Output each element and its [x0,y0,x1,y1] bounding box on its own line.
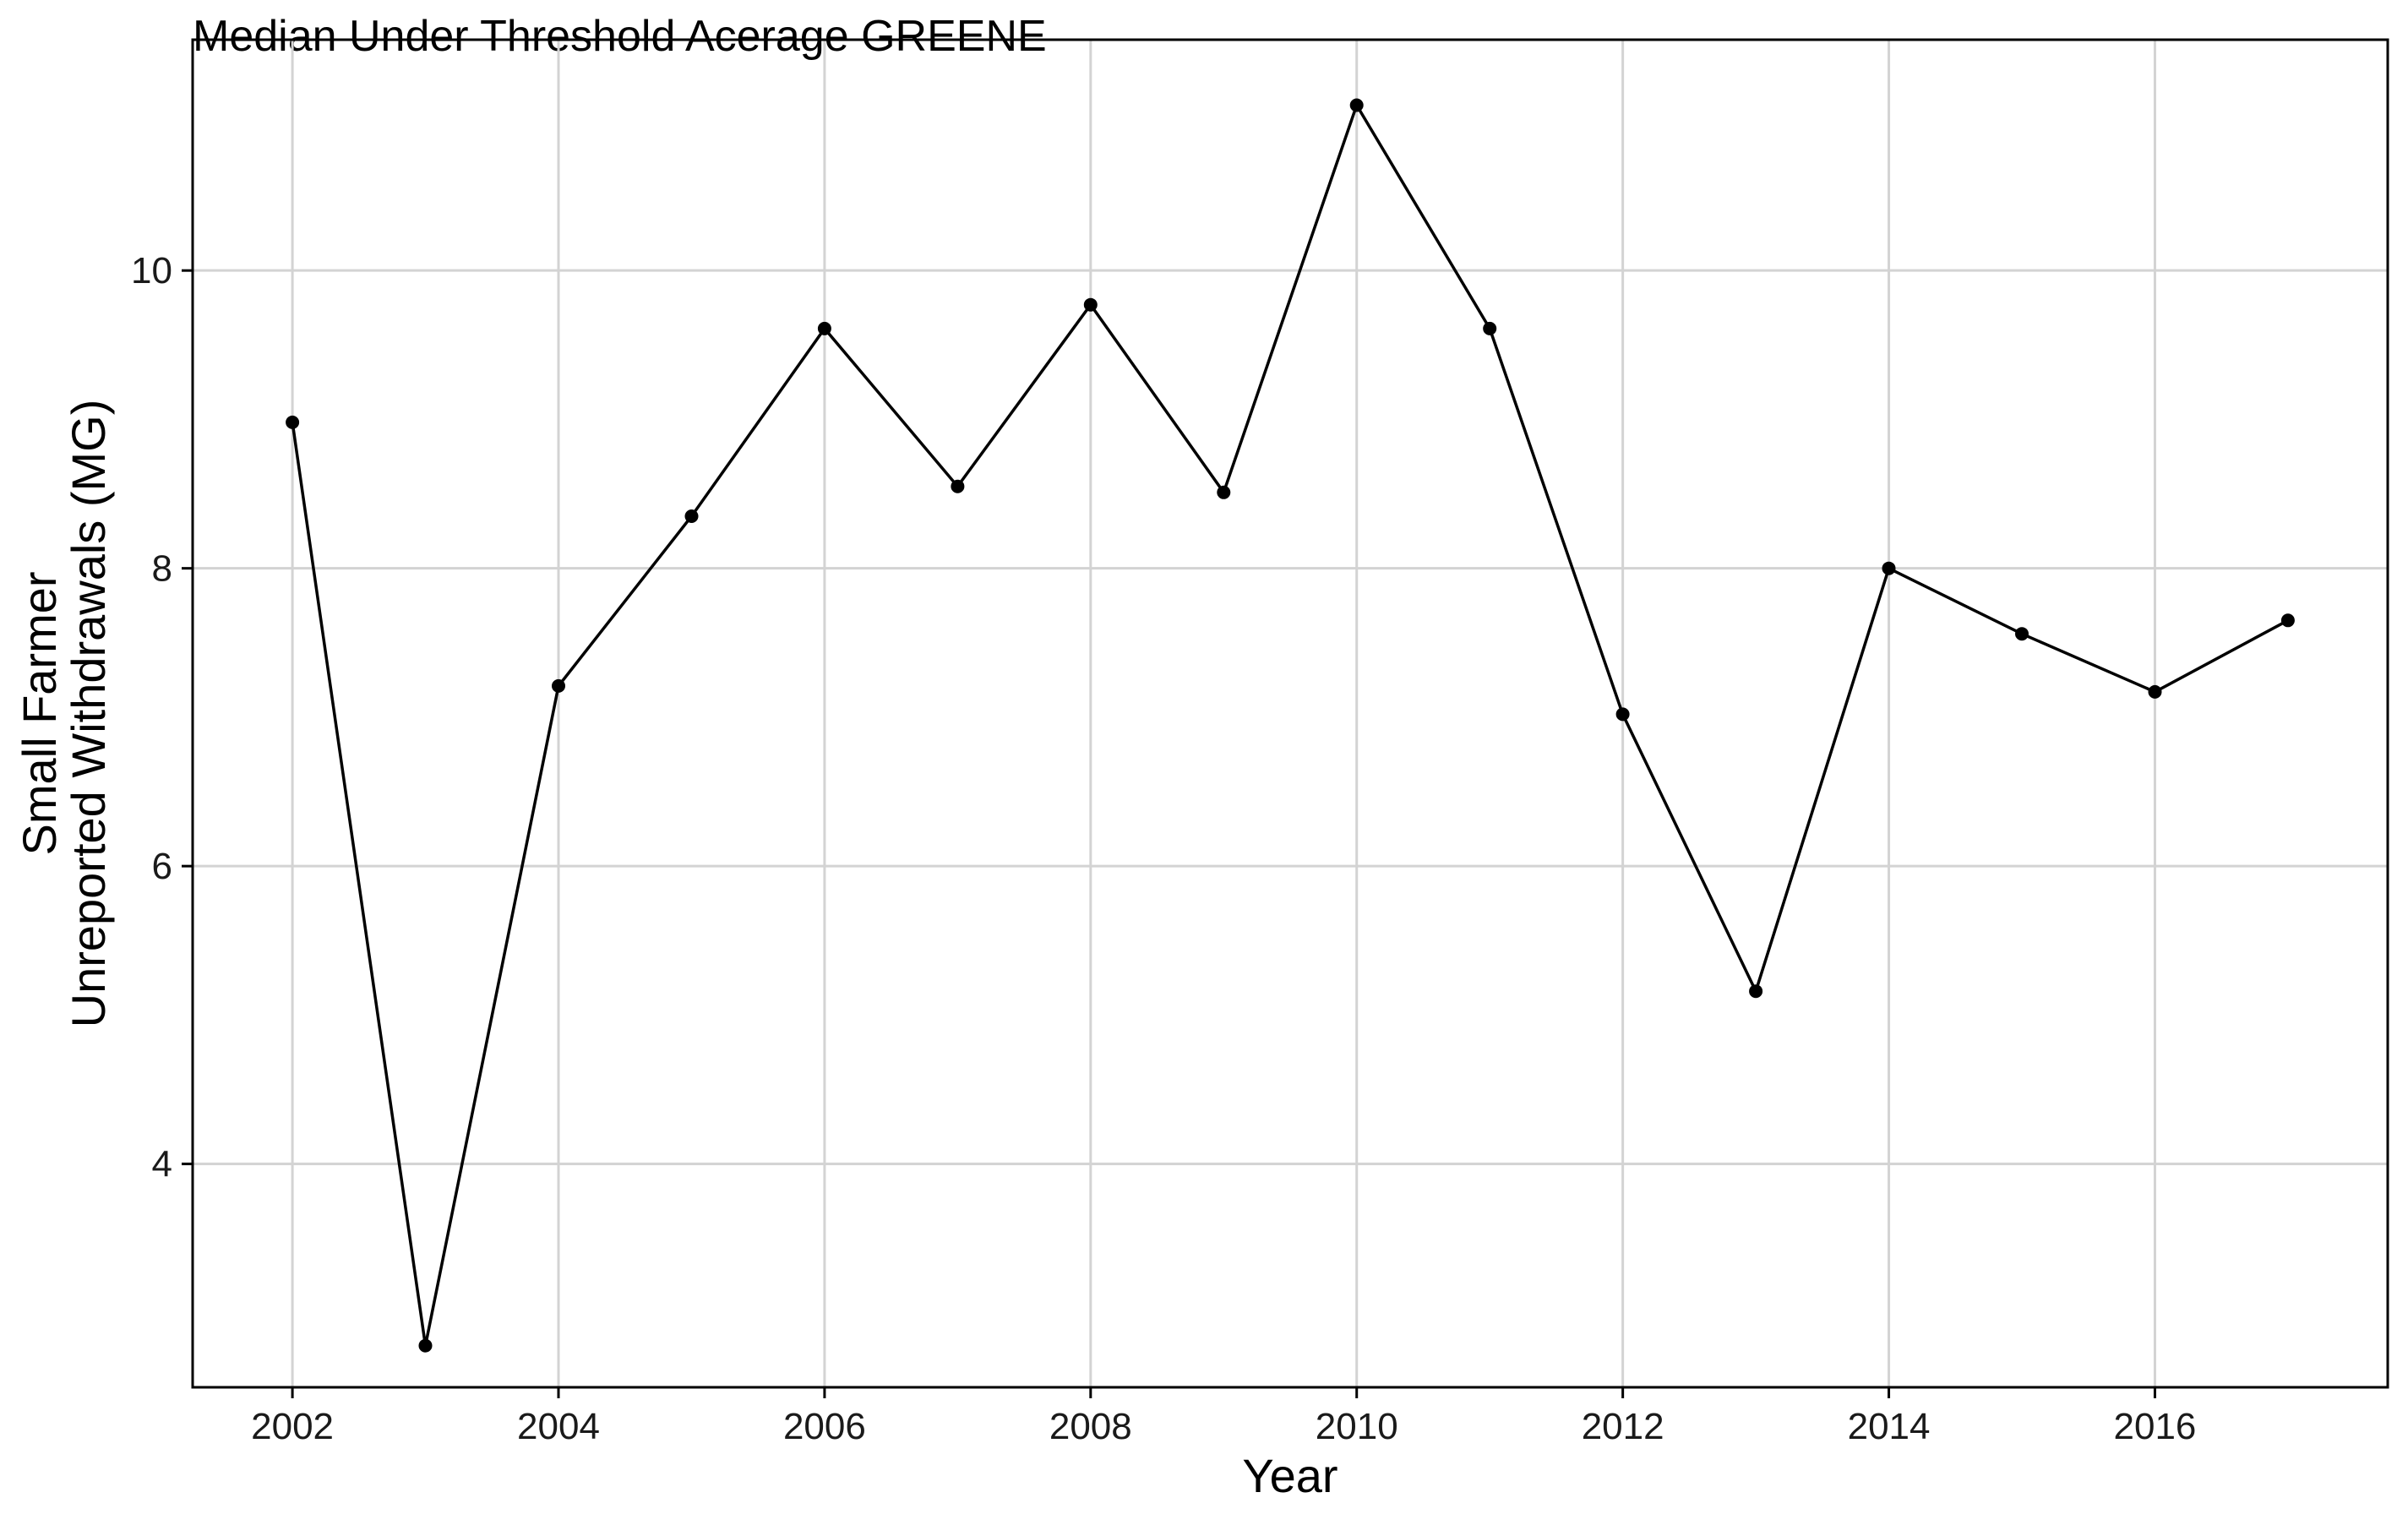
data-point [817,321,831,335]
y-tick-label: 6 [152,846,172,887]
y-tick-label: 10 [131,250,172,291]
y-tick-label: 8 [152,548,172,590]
data-point [2280,613,2295,628]
x-tick-label: 2008 [1049,1406,1132,1447]
data-point [1749,984,1763,999]
chart-title: Median Under Threshold Acerage GREENE [193,12,1047,61]
y-tick-label: 4 [152,1144,172,1185]
data-point [1083,297,1098,312]
grid-layer [193,40,2388,1387]
data-point [684,509,699,523]
x-tick-label: 2014 [1848,1406,1931,1447]
series-layer [286,98,2295,1353]
y-axis-title-line1: Small Farmer [13,571,66,855]
data-point [1882,561,1896,575]
x-tick-label: 2010 [1316,1406,1398,1447]
data-point [286,415,300,429]
data-point [552,678,565,693]
x-tick-label: 2006 [783,1406,866,1447]
data-point [418,1338,433,1353]
axis-ticks [182,269,2156,1398]
plot-panel-border [191,38,2389,1389]
series-line [291,101,2289,1347]
x-tick-label: 2012 [1582,1406,1664,1447]
data-point [2015,627,2029,641]
x-tick-label: 2016 [2114,1406,2197,1447]
x-axis-title: Year [1242,1449,1337,1502]
data-point [951,479,965,493]
y-axis-title: Small Farmer Unreported Withdrawals (MG) [13,400,115,1028]
y-axis-title-line2: Unreported Withdrawals (MG) [62,400,115,1028]
axis-tick-labels: 2002 2004 2006 2008 2010 2012 2014 2016 4 6 8 10 [131,250,2196,1447]
x-tick-label: 2002 [251,1406,334,1447]
data-point [1217,485,1231,499]
data-point [1483,321,1497,335]
data-point [1349,98,1364,112]
data-point [1615,707,1630,722]
data-point [2148,684,2162,699]
x-tick-label: 2004 [517,1406,600,1447]
